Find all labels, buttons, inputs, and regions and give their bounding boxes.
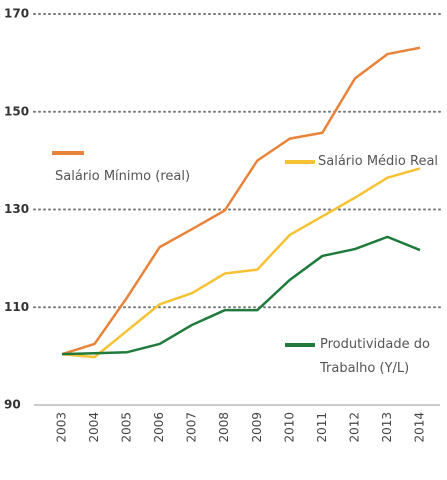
y-tick-label: 90 [4, 398, 21, 412]
legend-label: Salário Mínimo (real) [55, 169, 191, 184]
y-tick-label: 110 [4, 300, 29, 314]
x-tick-label: 2003 [55, 412, 69, 443]
x-tick-label: 2006 [152, 412, 166, 443]
x-tick-label: 2014 [413, 412, 427, 443]
y-tick-label: 150 [4, 104, 29, 118]
x-tick-label: 2009 [250, 412, 264, 443]
x-tick-label: 2005 [120, 412, 134, 443]
x-tick-label: 2013 [380, 412, 394, 443]
y-tick-label: 130 [4, 202, 29, 216]
x-tick-label: 2010 [282, 412, 296, 443]
series-line [61, 46, 421, 356]
legend-label: Produtividade do Trabalho (Y/L) [320, 337, 430, 376]
x-tick-label: 2008 [217, 412, 231, 443]
series-line [61, 167, 421, 359]
series-line [61, 235, 421, 356]
x-tick-label: 2012 [347, 412, 361, 443]
x-tick-label: 2007 [185, 412, 199, 443]
x-tick-label: 2004 [87, 412, 101, 443]
y-tick-label: 170 [4, 7, 29, 21]
x-tick-label: 2011 [315, 412, 329, 443]
legend-label: Salário Médio Real [318, 154, 439, 169]
